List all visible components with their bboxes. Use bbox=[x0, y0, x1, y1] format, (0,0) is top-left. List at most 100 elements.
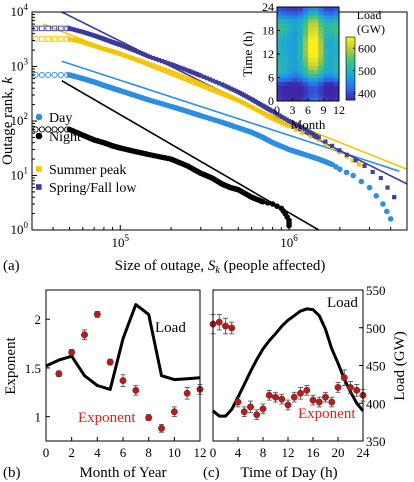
heatmap-cell bbox=[333, 81, 340, 86]
heatmap-cell bbox=[328, 61, 335, 67]
panel-a-xlabel-text: Size of outage, bbox=[115, 258, 208, 274]
heatmap-cell bbox=[287, 93, 293, 98]
legend-spring-label: Spring/Fall low bbox=[49, 181, 137, 196]
heatmap-cell bbox=[292, 54, 299, 59]
heatmap-cell bbox=[308, 50, 314, 55]
colorbar-label-line1: Load bbox=[357, 8, 382, 22]
heatmap-cell bbox=[318, 57, 324, 63]
series-spring-point bbox=[224, 84, 229, 89]
panel-b-xtick-label: 10 bbox=[168, 445, 181, 460]
heatmap-cell bbox=[328, 30, 335, 35]
series-spring-point bbox=[279, 114, 285, 119]
series-spring-point bbox=[284, 117, 289, 122]
series-summer-point bbox=[222, 91, 227, 96]
heatmap-cell bbox=[313, 26, 319, 31]
heatmap-cell bbox=[318, 54, 324, 59]
heatmap-cell bbox=[313, 42, 319, 47]
series-spring-point bbox=[378, 175, 383, 181]
series-summer-point bbox=[138, 58, 143, 64]
colorbar-swatch bbox=[346, 37, 355, 39]
heatmap-cell bbox=[282, 97, 288, 102]
heatmap-cell bbox=[328, 69, 335, 74]
heatmap-cell bbox=[323, 89, 330, 94]
heatmap-cell bbox=[297, 38, 304, 43]
heatmap-cell bbox=[308, 38, 314, 43]
series-summer-point bbox=[356, 162, 362, 167]
heatmap-cell bbox=[282, 57, 288, 63]
heatmap-cell bbox=[302, 30, 309, 35]
heatmap-cell bbox=[277, 46, 283, 51]
heatmap-cell bbox=[297, 7, 304, 12]
panel-c-exponent-point bbox=[234, 398, 242, 406]
heatmap-cell bbox=[277, 22, 283, 27]
heatmap-cell bbox=[333, 14, 340, 20]
heatmap-cell bbox=[323, 73, 330, 78]
heatmap-cell bbox=[282, 89, 288, 94]
heatmap-cell bbox=[292, 38, 299, 43]
panel-c-xtick-label: 16 bbox=[307, 445, 321, 460]
heatmap-cell bbox=[277, 7, 283, 12]
heatmap-cell bbox=[313, 57, 319, 63]
series-spring-point bbox=[143, 52, 148, 58]
heatmap-cell bbox=[287, 50, 293, 55]
heatmap-cell bbox=[333, 10, 340, 16]
series-summer-point bbox=[293, 127, 298, 132]
heatmap-cell bbox=[292, 30, 299, 35]
series-spring-point bbox=[385, 185, 390, 190]
legend-night-label: Night bbox=[49, 130, 81, 145]
series-summer-point bbox=[156, 65, 162, 70]
series-spring-point bbox=[282, 116, 287, 121]
series-night-hollow-point bbox=[38, 126, 45, 133]
heatmap-cell bbox=[318, 14, 324, 20]
panel-c-exponent-point bbox=[215, 318, 223, 326]
series-spring-point bbox=[136, 49, 141, 55]
series-summer-point bbox=[284, 123, 289, 128]
heatmap-cell bbox=[302, 46, 309, 51]
panel-c-y2tick-label: 400 bbox=[366, 396, 386, 411]
colorbar-swatch bbox=[346, 68, 355, 71]
panel-c-y2tick-label: 550 bbox=[366, 283, 386, 298]
panel-b-xtick-label: 6 bbox=[120, 445, 127, 460]
heatmap-cell bbox=[333, 77, 340, 82]
series-summer-point bbox=[213, 88, 218, 93]
heatmap-cell bbox=[292, 81, 299, 86]
heatmap-cell bbox=[308, 65, 314, 71]
panel-c-exponent-point bbox=[290, 393, 298, 401]
panel-b-ylabel: Exponent bbox=[3, 336, 19, 394]
panel-c-exponent-point bbox=[347, 383, 354, 391]
heatmap-cell bbox=[282, 81, 288, 86]
panel-c-exponent-point bbox=[278, 395, 286, 403]
heatmap-cell bbox=[287, 97, 293, 102]
heatmap-cell bbox=[333, 69, 340, 74]
panel-c-exponent-point bbox=[272, 393, 279, 401]
heatmap-cell bbox=[297, 77, 304, 82]
series-spring-point bbox=[210, 78, 215, 83]
series-summer-point bbox=[272, 117, 278, 122]
series-summer-point bbox=[229, 94, 234, 100]
series-night-point bbox=[264, 200, 271, 206]
colorbar-swatch bbox=[346, 90, 355, 93]
heatmap-cell bbox=[292, 46, 299, 51]
series-summer-point bbox=[277, 119, 282, 125]
heatmap-cell bbox=[308, 73, 314, 78]
heatmap-cell bbox=[333, 65, 340, 71]
heatmap-cell bbox=[308, 89, 314, 94]
heatmap-cell bbox=[277, 57, 283, 63]
panel-a-xtick-label-exp: 6 bbox=[293, 233, 298, 243]
series-spring-point bbox=[180, 66, 185, 71]
legend-night-marker bbox=[35, 132, 43, 140]
panel-c-exponent-point bbox=[309, 396, 317, 404]
heatmap-cell bbox=[323, 54, 330, 59]
heatmap-cell bbox=[308, 10, 314, 16]
colorbar-swatch bbox=[346, 40, 355, 43]
heatmap-cell bbox=[323, 26, 330, 31]
heatmap-cell bbox=[328, 97, 335, 102]
series-day-point bbox=[366, 184, 373, 191]
heatmap-cell bbox=[292, 34, 299, 39]
heatmap-cell bbox=[313, 46, 319, 51]
heatmap-cell bbox=[328, 50, 335, 55]
